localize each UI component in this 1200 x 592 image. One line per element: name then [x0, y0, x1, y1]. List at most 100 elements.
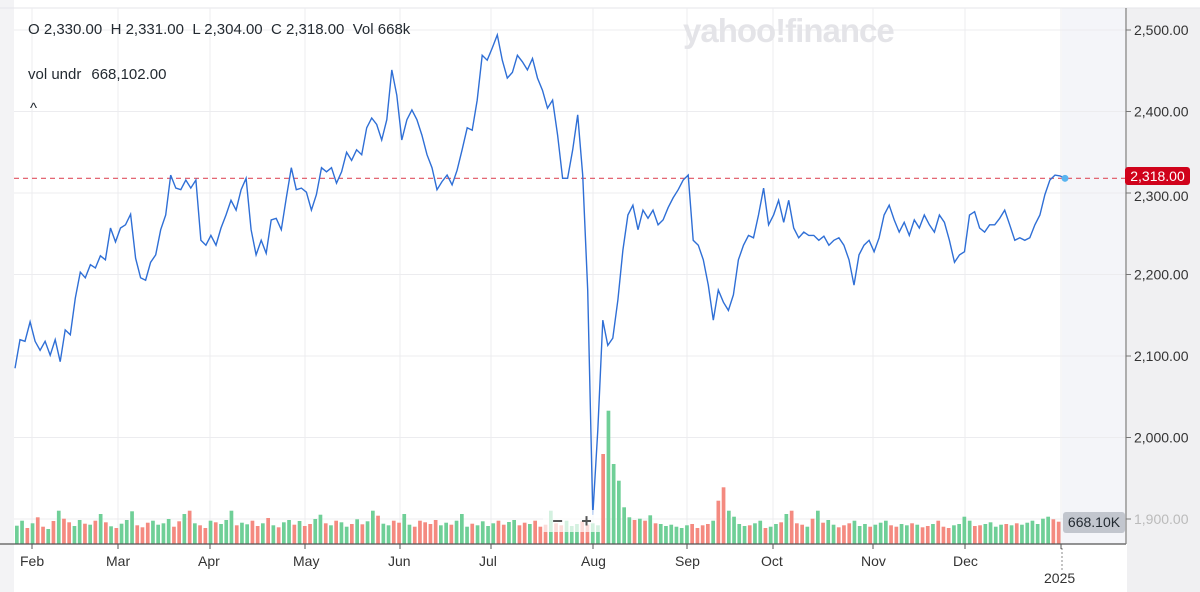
- volume-bar: [67, 522, 71, 544]
- volume-bar: [276, 527, 281, 544]
- low-value: L 2,304.00: [192, 21, 263, 38]
- volume-bar: [140, 527, 145, 544]
- volume-bar: [271, 525, 276, 544]
- volume-bar: [742, 526, 747, 544]
- volume-bar: [517, 525, 522, 544]
- volume-bar: [700, 525, 705, 544]
- x-tick-label: Jun: [388, 553, 411, 569]
- volume-bar: [847, 523, 852, 544]
- volume-bar: [606, 410, 611, 544]
- volume-bar: [826, 520, 831, 544]
- volume-bar: [1009, 525, 1014, 544]
- volume-bar: [77, 520, 82, 544]
- volume-bar: [470, 523, 475, 544]
- x-tick-label: Oct: [761, 553, 783, 569]
- y-tick-label: 2,200.00: [1134, 267, 1189, 283]
- volume-bar: [234, 525, 239, 544]
- volume-bar: [1020, 524, 1024, 544]
- volume-bar: [51, 521, 56, 544]
- volume-bar: [229, 510, 234, 544]
- volume-bar: [721, 487, 726, 544]
- vol-undr-label: vol undr: [28, 66, 82, 83]
- volume-bar: [20, 520, 24, 544]
- yahoo-finance-logo: yahoo!finance: [683, 12, 895, 49]
- volume-bar: [988, 522, 993, 544]
- volume-bar: [596, 525, 600, 544]
- volume-bar: [737, 524, 742, 544]
- volume-bar: [878, 522, 883, 544]
- volume-bar: [30, 523, 35, 544]
- volume-bar: [978, 525, 982, 544]
- volume-bar: [56, 510, 61, 544]
- volume-bar: [219, 524, 223, 544]
- collapse-chevron-icon[interactable]: ^: [30, 100, 38, 117]
- volume-bar: [203, 528, 208, 544]
- y-tick-label: 2,400.00: [1134, 104, 1189, 120]
- volume-bar: [836, 527, 841, 544]
- volume-bar: [46, 529, 51, 544]
- volume-bar: [946, 528, 951, 544]
- volume-bar: [889, 525, 893, 544]
- volume-bar: [993, 526, 998, 544]
- current-volume-tag: 668.10K: [1063, 512, 1125, 533]
- volume-bar: [460, 514, 464, 544]
- volume-bar: [266, 518, 270, 544]
- volume-bar: [114, 528, 119, 544]
- volume-bar: [1004, 524, 1009, 544]
- x-tick-label: Dec: [953, 553, 978, 569]
- volume-bar: [439, 525, 443, 544]
- volume-bar: [732, 516, 736, 544]
- volume-bar: [145, 522, 150, 544]
- volume-bar: [852, 520, 857, 544]
- volume-bar: [302, 526, 307, 544]
- volume-bar: [936, 520, 941, 544]
- volume-bar: [831, 524, 836, 544]
- volume-bar: [632, 520, 637, 544]
- volume-bar: [784, 514, 789, 544]
- volume-bar: [774, 524, 778, 544]
- volume-bar: [208, 520, 213, 544]
- volume-bar: [475, 525, 480, 544]
- zoom-in-button[interactable]: +: [581, 510, 592, 531]
- volume-bar: [480, 521, 485, 544]
- volume-bar: [1056, 521, 1061, 544]
- close-value: C 2,318.00: [271, 21, 345, 38]
- y-tick-label: 2,000.00: [1134, 430, 1189, 446]
- zoom-out-button[interactable]: −: [552, 510, 563, 531]
- volume-bar: [423, 522, 427, 544]
- volume-bar: [360, 524, 365, 544]
- volume-bar: [653, 523, 658, 544]
- volume-bar: [109, 526, 113, 544]
- volume-bar: [261, 523, 265, 544]
- x-tick-label: Mar: [106, 553, 130, 569]
- x-tick-label: Aug: [581, 553, 606, 569]
- vol-undr-value: 668,102.00: [91, 66, 167, 83]
- volume-bar: [250, 520, 255, 544]
- volume-bar: [187, 510, 192, 544]
- volume-bar: [182, 514, 187, 544]
- volume-bar: [88, 524, 92, 544]
- volume-bar: [920, 527, 925, 544]
- volume-bar: [1041, 518, 1045, 544]
- volume-bar: [1030, 520, 1035, 544]
- volume-bar: [983, 524, 988, 544]
- x-tick-label: 2025: [1044, 570, 1075, 586]
- volume-bar: [857, 526, 862, 544]
- volume-bar: [674, 526, 679, 544]
- volume-bar: [355, 519, 359, 544]
- volume-bar: [323, 523, 328, 544]
- volume-bar: [685, 525, 689, 544]
- volume-bar: [622, 507, 626, 544]
- volume-bar: [1046, 516, 1050, 544]
- volume-bar: [318, 514, 323, 544]
- volume-bar: [62, 518, 66, 544]
- high-value: H 2,331.00: [110, 21, 184, 38]
- price-line[interactable]: [14, 32, 1066, 515]
- volume-bar: [177, 521, 181, 544]
- volume-bar: [931, 524, 935, 544]
- volume-bar: [915, 524, 920, 544]
- volume-bar: [240, 522, 244, 544]
- volume-bar: [925, 526, 930, 544]
- volume-bar: [727, 510, 731, 544]
